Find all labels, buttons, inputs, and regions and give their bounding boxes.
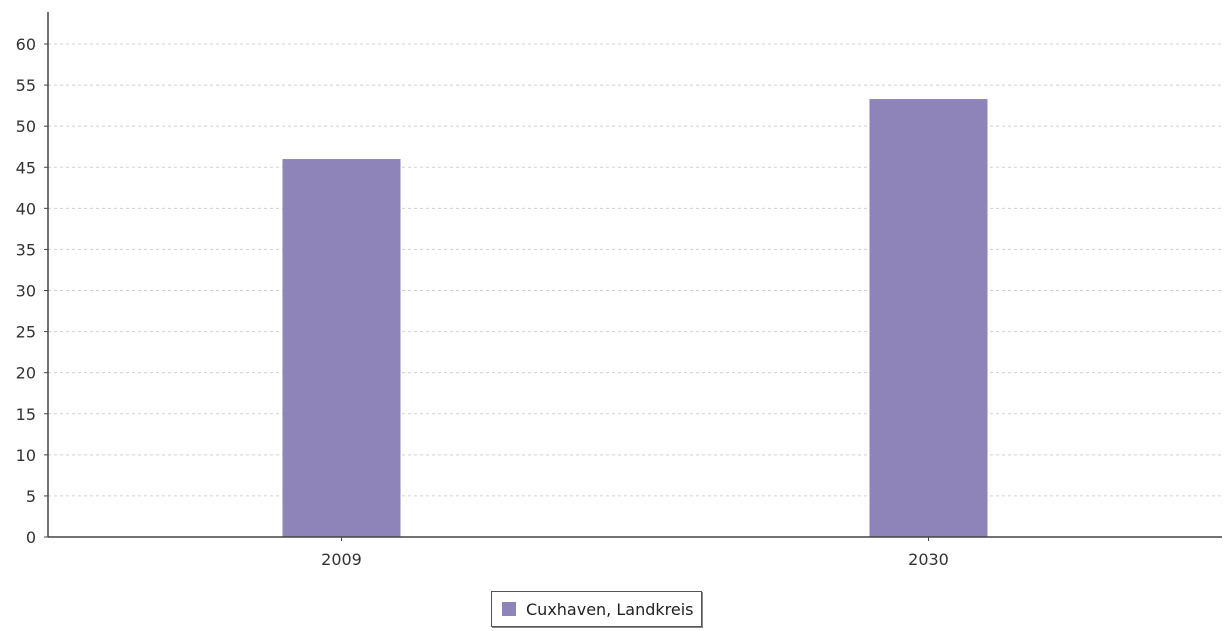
legend: Cuxhaven, Landkreis (491, 591, 703, 627)
bar-2030 (869, 99, 988, 537)
y-tick-label: 40 (16, 199, 36, 218)
y-tick-label: 25 (16, 323, 36, 342)
bar-2009 (282, 159, 401, 538)
x-tick-label: 2009 (321, 550, 362, 569)
y-tick-label: 55 (16, 76, 36, 95)
x-tick-labels: 2009 2030 (321, 537, 949, 569)
y-tick-label: 45 (16, 158, 36, 177)
y-tick-labels: 0 5 10 15 20 25 30 35 40 45 50 55 60 (16, 35, 48, 547)
y-tick-label: 5 (26, 487, 36, 506)
y-tick-label: 60 (16, 35, 36, 54)
legend-swatch (502, 602, 516, 616)
legend-label: Cuxhaven, Landkreis (526, 599, 694, 619)
x-tick-label: 2030 (908, 550, 949, 569)
grid-lines (48, 43, 1222, 497)
y-tick-label: 30 (16, 282, 36, 301)
y-tick-label: 50 (16, 117, 36, 136)
y-tick-label: 20 (16, 364, 36, 383)
bars (282, 99, 988, 538)
y-tick-label: 35 (16, 240, 36, 259)
y-tick-label: 10 (16, 446, 36, 465)
y-tick-label: 15 (16, 405, 36, 424)
axes (47, 12, 1222, 538)
y-tick-label: 0 (26, 528, 36, 547)
